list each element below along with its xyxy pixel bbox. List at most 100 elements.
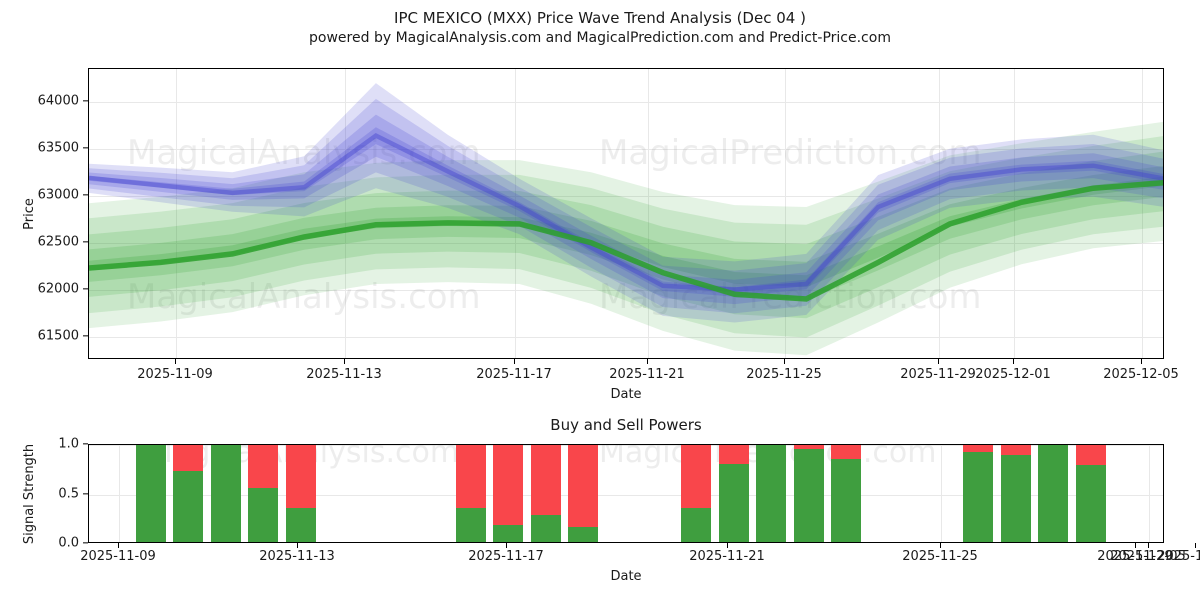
buy-power-bar xyxy=(1076,464,1106,542)
wave-center-line xyxy=(89,132,1163,292)
x-tick-label: 2025-11-21 xyxy=(609,367,685,382)
bar-group xyxy=(286,445,316,542)
y-tick-mark xyxy=(83,241,88,243)
gridline xyxy=(176,69,177,358)
x-tick-mark xyxy=(727,543,729,548)
y-tick-label: 1.0 xyxy=(58,436,79,452)
x-tick-mark xyxy=(1141,359,1143,364)
gridline xyxy=(515,69,516,358)
x-tick-label: 2025-11-25 xyxy=(902,549,978,564)
gridline xyxy=(648,69,649,358)
buy-power-bar xyxy=(211,445,241,542)
wave-band xyxy=(89,98,1163,314)
y-tick-label: 63000 xyxy=(37,187,79,203)
sell-power-bar xyxy=(286,445,316,509)
x-tick-label: 2025-12-05 xyxy=(1110,549,1186,564)
gridline xyxy=(89,195,1163,197)
sell-power-bar xyxy=(456,445,486,509)
x-tick-label: 2025-11-17 xyxy=(476,367,552,382)
buy-power-bar xyxy=(456,508,486,542)
wave-band xyxy=(89,176,1163,288)
price-wave-bands xyxy=(89,83,1163,356)
wave-band xyxy=(89,114,1163,305)
x-tick-mark xyxy=(938,359,940,364)
page-title: IPC MEXICO (MXX) Price Wave Trend Analys… xyxy=(394,9,806,27)
bar-group xyxy=(794,445,824,542)
x-tick-mark xyxy=(1148,543,1150,548)
wave-band xyxy=(89,136,1163,338)
sell-power-bar xyxy=(568,445,598,528)
power-chart-title: Buy and Sell Powers xyxy=(550,416,702,434)
x-tick-label: 2025-12-05 xyxy=(1103,367,1179,382)
y-tick-label: 62000 xyxy=(37,281,79,297)
power-x-axis-title: Date xyxy=(610,569,642,584)
x-tick-label: 2025-11-09 xyxy=(137,367,213,382)
price-chart-plot-area: MagicalAnalysis.com MagicalPrediction.com… xyxy=(88,68,1164,359)
bar-group xyxy=(719,445,749,542)
x-tick-label: 2025-12-01 xyxy=(975,367,1051,382)
bar-group xyxy=(831,445,861,542)
y-tick-mark xyxy=(83,542,88,544)
sell-power-bar xyxy=(794,445,824,449)
x-tick-mark xyxy=(514,359,516,364)
y-tick-label: 0.0 xyxy=(58,535,79,551)
gridline xyxy=(89,148,1163,150)
y-tick-mark xyxy=(83,194,88,196)
x-tick-mark xyxy=(1195,543,1197,548)
buy-power-bar xyxy=(681,508,711,542)
buy-power-bar xyxy=(136,445,166,542)
wave-band xyxy=(89,165,1163,301)
x-tick-mark xyxy=(784,359,786,364)
x-tick-mark xyxy=(647,359,649,364)
bar-group xyxy=(1038,445,1068,542)
wave-band xyxy=(89,151,1163,319)
page-subtitle: powered by MagicalAnalysis.com and Magic… xyxy=(309,30,891,46)
gridline xyxy=(1142,69,1143,358)
y-tick-mark xyxy=(83,287,88,290)
gridline xyxy=(89,494,1163,496)
bar-group xyxy=(456,445,486,542)
wave-band xyxy=(89,121,1163,356)
y-tick-label: 63500 xyxy=(37,140,79,156)
bar-group xyxy=(531,445,561,542)
buy-power-bar xyxy=(1001,454,1031,542)
price-x-axis-title: Date xyxy=(610,387,642,402)
y-tick-mark xyxy=(83,443,88,445)
power-y-axis-title: Signal Strength xyxy=(22,443,37,544)
x-tick-mark xyxy=(506,543,508,548)
bar-group xyxy=(756,445,786,542)
bar-group xyxy=(493,445,523,542)
title-block: IPC MEXICO (MXX) Price Wave Trend Analys… xyxy=(0,8,1200,48)
buy-power-bar xyxy=(568,527,598,542)
y-tick-label: 62500 xyxy=(37,234,79,250)
x-tick-mark xyxy=(118,543,120,548)
gridline xyxy=(119,445,120,542)
y-tick-label: 0.5 xyxy=(58,486,79,501)
x-tick-mark xyxy=(1013,359,1015,364)
wave-band xyxy=(89,127,1163,297)
x-tick-mark xyxy=(297,543,299,548)
sell-power-bar xyxy=(173,445,203,471)
bar-group xyxy=(1001,445,1031,542)
gridline xyxy=(89,336,1163,338)
sell-power-bar xyxy=(1076,445,1106,465)
sell-power-bar xyxy=(248,445,278,488)
y-tick-mark xyxy=(83,492,88,495)
buy-power-bar xyxy=(719,463,749,542)
bar-group xyxy=(568,445,598,542)
x-tick-mark xyxy=(940,543,942,548)
buy-power-bar xyxy=(286,508,316,542)
wave-band xyxy=(89,83,1163,323)
buy-power-bar xyxy=(531,515,561,542)
x-tick-label: 2025-12-01 xyxy=(1157,549,1200,564)
x-tick-label: 2025-11-25 xyxy=(746,367,822,382)
x-tick-label: 2025-11-09 xyxy=(80,549,156,564)
gridline xyxy=(89,445,1163,446)
bar-group xyxy=(248,445,278,542)
buy-power-bar xyxy=(756,445,786,542)
y-tick-mark xyxy=(83,100,88,102)
price-y-axis-title: Price xyxy=(22,197,37,230)
bar-group xyxy=(681,445,711,542)
